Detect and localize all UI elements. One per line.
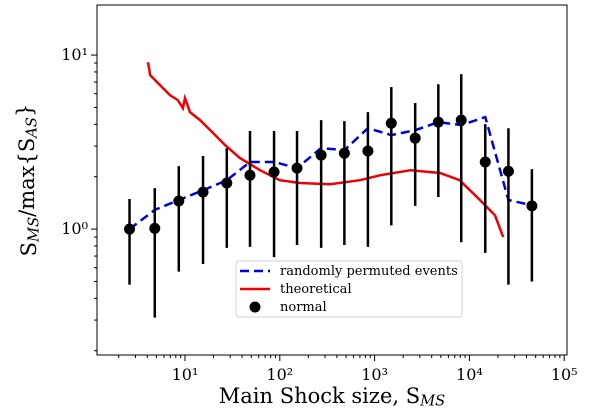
point: [409, 132, 421, 144]
plot-frame: [96, 4, 568, 356]
point: [385, 117, 397, 129]
x-tick-label: 10⁴: [456, 365, 483, 384]
legend: randomly permuted events theoretical norma…: [235, 260, 463, 318]
point: [432, 116, 444, 128]
x-axis-label: Main Shock size, SMS​: [219, 384, 446, 410]
point: [362, 145, 374, 157]
legend-label: randomly permuted events: [280, 264, 458, 279]
x-tick-label: 10²: [266, 365, 293, 384]
line: [128, 115, 533, 231]
legend-label: normal: [280, 300, 327, 315]
y-tick-label: 10¹: [61, 45, 88, 64]
point: [455, 114, 467, 126]
y-axis-label: SMS​/max{SAS​}: [13, 104, 43, 257]
point: [149, 222, 161, 234]
point: [526, 200, 538, 212]
y-tick-label: 10⁰: [61, 219, 88, 238]
point: [221, 177, 233, 189]
x-tick-label: 10³: [361, 365, 388, 384]
line: [146, 61, 505, 238]
point: [338, 147, 350, 159]
point: [315, 149, 327, 161]
x-tick-label: 10¹: [172, 365, 199, 384]
x-tick-label: 10⁵: [551, 365, 578, 384]
legend-label: theoretical: [280, 282, 352, 297]
point: [502, 165, 514, 177]
point: [124, 223, 136, 235]
point: [173, 195, 185, 207]
point: [291, 162, 303, 174]
legend-marker: [249, 301, 261, 313]
point: [244, 169, 256, 181]
point: [197, 186, 209, 198]
point: [479, 156, 491, 168]
legend-box: [235, 260, 463, 318]
point: [268, 166, 280, 178]
